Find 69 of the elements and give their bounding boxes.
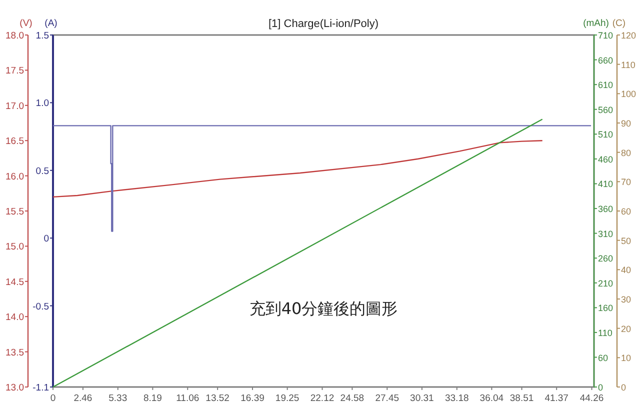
y3-tick-label: 260: [598, 254, 614, 264]
y3-tick-label: 210: [598, 278, 614, 288]
y3-axis-title: (mAh): [583, 18, 609, 29]
y2-tick-label: -1.1: [32, 382, 49, 394]
x-tick-label: 24.58: [340, 393, 364, 404]
y-tick-label: 14.5: [6, 276, 24, 288]
y3-tick-label: 510: [598, 130, 614, 140]
y-axis-title: (C): [612, 18, 626, 29]
y-tick-label: 17.0: [6, 100, 24, 112]
y2-tick-label: 1.0: [36, 98, 49, 110]
y3-tick-label: 560: [598, 104, 614, 115]
x-tick-label: 30.31: [410, 393, 434, 404]
y-tick-label: 120: [621, 30, 636, 40]
y-tick-label: 0: [621, 382, 626, 392]
y3-tick-label: 610: [598, 80, 614, 90]
y-tick-label: 10: [621, 353, 632, 364]
y2-axis-title: (A): [44, 18, 58, 29]
y2-tick-label: 0.5: [36, 166, 49, 177]
x-tick-label: 2.46: [74, 393, 92, 404]
x-tick-label: 5.33: [108, 393, 128, 404]
y3-tick-label: 360: [598, 204, 614, 214]
y3-tick-label: 710: [598, 30, 614, 40]
x-tick-label: 16.39: [240, 393, 264, 404]
x-tick-label: 44.26: [580, 393, 604, 404]
y-tick-label: 60: [621, 206, 632, 216]
y3-tick-label: 410: [598, 179, 614, 190]
y3-tick-label: 460: [598, 154, 614, 164]
y3-tick-label: 160: [598, 303, 614, 314]
y-tick-label: 90: [621, 118, 632, 128]
y2-tick-label: 0: [44, 234, 49, 245]
y-tick-label: 15.5: [6, 206, 24, 218]
y-tick-label: 15.0: [6, 242, 24, 253]
x-tick-label: 8.19: [143, 393, 162, 404]
y-tick-label: 13.5: [6, 347, 24, 358]
y2-tick-label: 1.5: [36, 30, 49, 42]
y-tick-label: 20: [621, 324, 632, 334]
y3-tick-label: 60: [598, 352, 608, 363]
y-axis-title: (V): [20, 18, 32, 29]
y3-tick-label: 0: [598, 382, 604, 392]
y2-tick-label: -0.5: [32, 301, 49, 312]
x-tick-label: 36.04: [480, 393, 504, 404]
y3-tick-label: 110: [598, 328, 612, 338]
y-tick-label: 16.5: [6, 136, 24, 148]
y-tick-label: 110: [621, 60, 636, 70]
x-tick-label: 11.06: [176, 393, 200, 404]
y-tick-label: 70: [621, 177, 632, 188]
y-tick-label: 40: [621, 265, 632, 276]
x-tick-label: 0: [50, 393, 56, 404]
y-tick-label: 100: [621, 89, 636, 100]
y3-tick-label: 660: [598, 55, 614, 66]
x-tick-label: 22.12: [310, 393, 334, 404]
y-tick-label: 17.5: [6, 66, 24, 77]
y-tick-label: 13.0: [6, 382, 24, 394]
annotation: 充到40分鐘後的圖形: [249, 299, 398, 318]
x-tick-label: 41.37: [544, 393, 568, 404]
x-tick-label: 19.25: [275, 393, 300, 404]
y-tick-label: 80: [621, 148, 632, 158]
y-tick-label: 16.0: [6, 171, 24, 182]
y-tick-label: 18.0: [6, 30, 24, 42]
chart-title: [1] Charge(Li-ion/Poly): [268, 18, 379, 30]
x-tick-label: 27.45: [375, 393, 400, 404]
y-tick-label: 14.0: [6, 312, 24, 324]
x-tick-label: 13.52: [206, 393, 230, 404]
line-series: [52, 140, 543, 198]
x-tick-label: 38.51: [510, 393, 534, 404]
y-tick-label: 50: [621, 236, 632, 246]
y3-tick-label: 310: [598, 228, 614, 239]
y-tick-label: 30: [621, 294, 632, 304]
x-tick-label: 33.18: [444, 393, 469, 404]
